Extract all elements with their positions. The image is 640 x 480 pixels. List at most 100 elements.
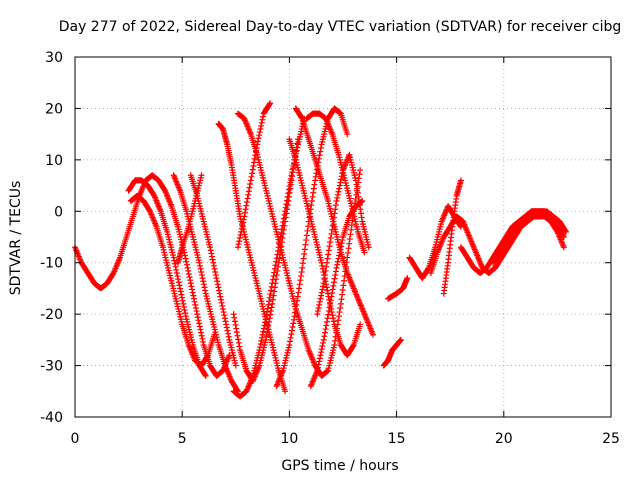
data-point: [282, 214, 289, 221]
data-point: [328, 309, 335, 316]
data-point: [297, 277, 304, 284]
data-point: [238, 228, 245, 235]
data-point: [361, 249, 368, 256]
series-arc-3: [127, 192, 218, 369]
data-point: [321, 272, 328, 279]
data-point: [314, 308, 321, 315]
data-point: [247, 177, 254, 184]
data-point: [187, 277, 194, 284]
data-point: [235, 339, 242, 346]
data-point: [285, 186, 292, 193]
series-arc-18: [380, 336, 404, 369]
series-arc-4: [170, 172, 241, 395]
data-point: [315, 304, 322, 311]
data-point: [289, 324, 296, 330]
data-point: [357, 206, 364, 213]
data-point: [344, 254, 351, 261]
data-point: [236, 238, 243, 245]
data-point: [282, 218, 289, 225]
data-point: [231, 314, 238, 321]
data-point: [252, 148, 259, 155]
data-point: [332, 202, 339, 209]
data-point: [275, 259, 282, 266]
data-point: [238, 225, 245, 232]
data-point: [314, 364, 321, 371]
data-point: [332, 206, 339, 213]
data-point: [182, 313, 189, 320]
data-point: [245, 188, 252, 195]
data-point: [329, 222, 336, 229]
data-point: [338, 173, 345, 180]
data-point: [199, 338, 206, 345]
data-point: [171, 260, 178, 267]
data-point: [264, 326, 271, 333]
data-point: [267, 291, 274, 298]
data-point: [175, 279, 182, 286]
data-point: [348, 226, 355, 233]
data-point: [323, 284, 330, 291]
data-point: [257, 340, 264, 347]
data-point: [178, 291, 185, 298]
data-point: [173, 266, 180, 273]
data-point: [296, 285, 303, 292]
data-point: [249, 166, 256, 173]
series-arc-1: [72, 172, 233, 379]
data-point: [258, 334, 265, 341]
data-point: [267, 311, 274, 318]
data-point: [296, 281, 303, 288]
data-point: [290, 320, 297, 327]
data-point: [202, 372, 209, 379]
data-point: [370, 331, 377, 338]
data-point: [219, 306, 226, 312]
data-point: [337, 300, 344, 307]
data-point: [197, 326, 204, 333]
data-point: [344, 131, 351, 138]
data-point: [352, 177, 359, 184]
x-tick-label: 10: [280, 431, 298, 447]
data-point: [218, 296, 225, 303]
data-point: [294, 136, 301, 143]
data-point: [295, 289, 302, 296]
data-point: [255, 135, 262, 142]
data-point: [262, 316, 269, 323]
data-point: [260, 113, 267, 120]
data-point: [301, 246, 308, 253]
data-point: [244, 195, 251, 202]
data-point: [215, 284, 222, 291]
data-point: [178, 294, 185, 301]
data-point: [180, 300, 187, 307]
data-point: [562, 228, 569, 235]
data-point: [339, 170, 346, 177]
data-point: [273, 276, 280, 283]
x-axis-label: GPS time / hours: [281, 458, 398, 474]
data-point: [334, 191, 341, 198]
data-point: [198, 268, 205, 275]
data-point: [323, 263, 330, 270]
data-point: [266, 101, 273, 108]
data-point: [241, 213, 248, 220]
data-point: [187, 280, 194, 287]
data-point: [318, 259, 325, 266]
data-point: [318, 289, 325, 296]
data-point: [286, 342, 293, 348]
data-point: [338, 240, 345, 247]
data-point: [314, 311, 321, 318]
data-point: [234, 332, 241, 339]
data-point: [299, 264, 306, 271]
data-point: [339, 237, 346, 244]
data-point: [185, 267, 192, 274]
data-point: [340, 282, 347, 289]
data-point: [320, 280, 327, 287]
data-point: [280, 226, 287, 233]
data-point: [176, 282, 183, 289]
data-point: [311, 181, 318, 188]
data-point: [350, 343, 357, 350]
data-point: [212, 272, 219, 279]
data-point: [177, 285, 184, 292]
data-point: [209, 256, 216, 263]
data-point: [327, 235, 334, 242]
y-tick-label: -10: [40, 256, 63, 272]
data-point: [259, 331, 266, 338]
data-point: [194, 314, 201, 321]
y-tick-label: -40: [40, 410, 63, 426]
